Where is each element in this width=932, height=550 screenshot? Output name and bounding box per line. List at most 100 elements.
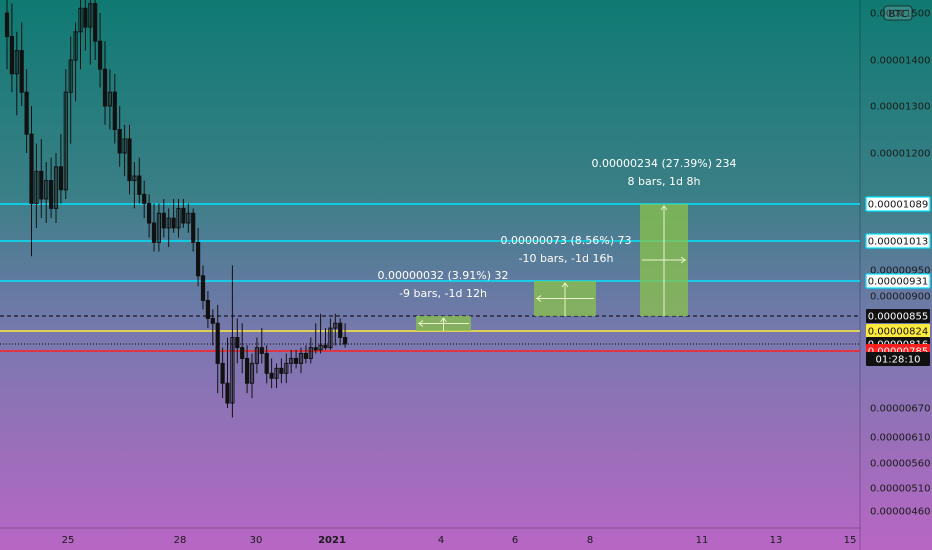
- projections: 0.00000032 (3.91%) 32-9 bars, -1d 12h0.0…: [377, 157, 737, 331]
- candle-body: [308, 347, 313, 359]
- candle: [289, 349, 294, 374]
- price-tick-label: 0.00000460: [870, 507, 930, 518]
- candle-body: [166, 217, 171, 229]
- price-tick-label: 0.00000670: [870, 404, 930, 415]
- candle: [259, 328, 264, 364]
- candle-body: [249, 362, 255, 384]
- price-tick-label: 0.00001400: [870, 56, 930, 67]
- candle: [176, 198, 181, 238]
- arrow-up-icon: [660, 205, 668, 211]
- candle: [83, 0, 88, 51]
- candle-body: [9, 36, 15, 75]
- candle: [171, 198, 176, 233]
- arrow-left-icon: [418, 320, 424, 327]
- candle-body: [176, 207, 181, 229]
- candle: [98, 13, 103, 88]
- candle: [245, 345, 250, 394]
- candle-body: [142, 193, 147, 205]
- price-badge-label: 0.00001089: [868, 200, 928, 211]
- candle-body: [215, 322, 220, 364]
- candle: [39, 138, 44, 219]
- candle-body: [49, 180, 54, 209]
- candle-body: [186, 212, 191, 224]
- candle-body: [78, 7, 83, 33]
- projection-label: 0.00000234 (27.39%) 234: [592, 157, 737, 170]
- candle: [338, 318, 343, 346]
- candle: [308, 337, 313, 364]
- price-tick-label: 0.00001300: [870, 102, 930, 113]
- candle: [4, 0, 10, 70]
- candle: [200, 265, 206, 310]
- candle-body: [39, 170, 44, 200]
- candle-body: [269, 372, 274, 379]
- candle-body: [205, 299, 211, 319]
- candle-body: [29, 133, 34, 205]
- candle: [333, 313, 338, 346]
- candle-body: [343, 337, 348, 345]
- candle: [298, 347, 304, 374]
- candle: [240, 323, 245, 374]
- candle-body: [151, 222, 157, 243]
- candle: [88, 0, 93, 65]
- candle: [166, 208, 171, 247]
- date-axis-ticks: 25 28 30 2021 4 6 8 11 13 15: [62, 535, 857, 546]
- candle-body: [156, 212, 162, 243]
- candle: [93, 0, 98, 60]
- date-tick-label: 30: [250, 535, 263, 546]
- candle: [14, 31, 19, 116]
- currency-badge[interactable]: BTC: [883, 5, 913, 21]
- price-tick-label: 0.00000900: [870, 292, 930, 303]
- candle-body: [196, 241, 201, 277]
- candle-body: [230, 337, 235, 404]
- countdown-badge: 01:28:10: [866, 352, 930, 366]
- date-tick-label: 13: [770, 535, 783, 546]
- candle: [225, 337, 230, 408]
- candle: [313, 323, 318, 354]
- arrow-up-icon: [561, 282, 569, 288]
- candle: [147, 194, 152, 238]
- candle-body: [284, 362, 289, 374]
- projection-2[interactable]: 0.00000234 (27.39%) 234 8 bars, 1d 8h: [592, 157, 737, 316]
- price-badges: 0.00001089 0.00001013 0.00000931 0.00000855…: [865, 196, 931, 366]
- candle: [181, 198, 186, 228]
- projection-sublabel: -10 bars, -1d 16h: [519, 252, 614, 265]
- candle-body: [191, 212, 196, 243]
- candle: [29, 106, 34, 257]
- candle: [235, 318, 240, 364]
- candle-body: [88, 3, 93, 28]
- projection-0[interactable]: 0.00000032 (3.91%) 32 -9 bars, -1d 12h: [377, 269, 509, 331]
- candle: [156, 203, 162, 252]
- projection-sublabel: -9 bars, -1d 12h: [399, 287, 487, 300]
- candle-body: [127, 138, 132, 182]
- candle-body: [58, 166, 63, 191]
- projection-label: 0.00000032 (3.91%) 32: [377, 269, 508, 282]
- candles: [4, 0, 348, 418]
- candle-body: [210, 317, 215, 324]
- candle-body: [254, 347, 260, 364]
- date-tick-label: 8: [587, 535, 593, 546]
- candle: [112, 73, 117, 144]
- candle: [191, 208, 196, 252]
- candle: [73, 22, 78, 102]
- projection-label: 0.00000073 (8.56%) 73: [500, 234, 631, 247]
- candle-body: [147, 203, 152, 224]
- projection-1[interactable]: 0.00000073 (8.56%) 73 -10 bars, -1d 16h: [500, 234, 632, 316]
- candle-body: [279, 367, 284, 374]
- price-tick-label: 0.00000560: [870, 459, 930, 470]
- price-badge: 0.00000931: [865, 273, 931, 289]
- price-tick-label: 0.00000950: [870, 266, 930, 277]
- candle-body: [53, 166, 59, 209]
- date-tick-label: 4: [438, 535, 444, 546]
- candle-body: [240, 347, 245, 359]
- candle: [303, 345, 308, 364]
- candle: [137, 157, 142, 204]
- candle-body: [83, 7, 88, 28]
- candle: [196, 227, 201, 287]
- candle: [107, 69, 113, 130]
- candle: [186, 203, 191, 233]
- candle-body: [294, 357, 299, 364]
- arrow-right-icon: [680, 256, 686, 264]
